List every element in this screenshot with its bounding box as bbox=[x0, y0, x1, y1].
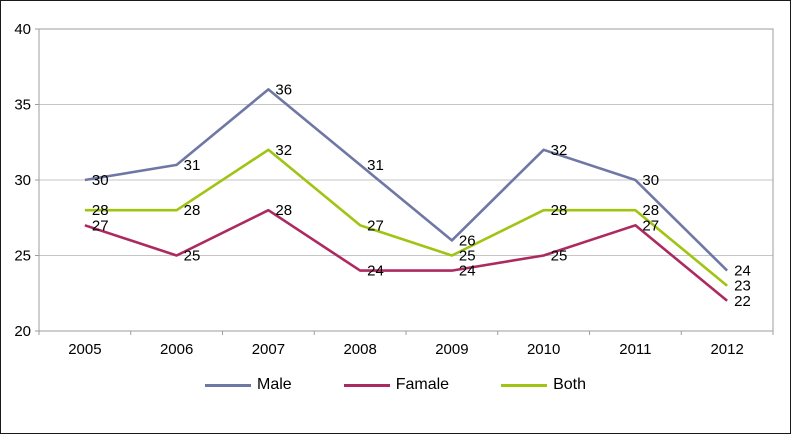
x-tick-label: 2005 bbox=[68, 341, 101, 358]
x-tick-label: 2011 bbox=[619, 341, 651, 358]
data-label-both: 27 bbox=[367, 217, 384, 234]
data-label-famale: 27 bbox=[92, 217, 109, 234]
x-tick-label: 2006 bbox=[160, 341, 193, 358]
data-label-male: 32 bbox=[551, 142, 568, 159]
data-label-both: 28 bbox=[551, 202, 568, 219]
data-label-male: 31 bbox=[184, 157, 201, 174]
x-tick-label: 2008 bbox=[343, 341, 376, 358]
series-line-male bbox=[84, 88, 729, 272]
data-label-male: 30 bbox=[92, 172, 109, 189]
x-tick-label: 2009 bbox=[435, 341, 468, 358]
y-tick-label: 40 bbox=[14, 21, 31, 38]
chart-legend: Male Famale Both bbox=[1, 377, 790, 393]
data-label-both: 25 bbox=[459, 248, 476, 265]
data-label-both: 32 bbox=[275, 142, 292, 159]
data-label-both: 28 bbox=[642, 202, 659, 219]
y-tick-label: 25 bbox=[14, 248, 31, 265]
data-label-famale: 22 bbox=[734, 293, 751, 310]
legend-item-both: Both bbox=[501, 377, 586, 393]
data-label-male: 30 bbox=[642, 172, 659, 189]
y-tick-label: 30 bbox=[14, 172, 31, 189]
legend-line-swatch-both bbox=[501, 383, 548, 387]
data-label-famale: 27 bbox=[642, 217, 659, 234]
data-label-both: 28 bbox=[184, 202, 201, 219]
x-tick-label: 2007 bbox=[252, 341, 285, 358]
legend-label-both: Both bbox=[553, 376, 586, 393]
x-tick-label: 2010 bbox=[527, 341, 560, 358]
series-line-famale bbox=[84, 208, 728, 302]
legend-line-swatch-famale bbox=[343, 383, 390, 387]
data-label-male: 26 bbox=[459, 232, 476, 249]
data-label-male: 31 bbox=[367, 157, 384, 174]
legend-item-male: Male bbox=[205, 377, 292, 393]
series-line-both bbox=[84, 148, 728, 287]
legend-item-famale: Famale bbox=[343, 376, 450, 393]
x-tick-label: 2012 bbox=[710, 341, 743, 358]
legend-label-famale: Famale bbox=[395, 376, 450, 393]
legend-line-swatch-male bbox=[205, 383, 252, 387]
data-label-both: 23 bbox=[734, 278, 751, 295]
data-label-male: 36 bbox=[275, 81, 292, 98]
legend-label-male: Male bbox=[257, 376, 292, 393]
data-label-both: 28 bbox=[92, 202, 109, 219]
y-tick-label: 35 bbox=[14, 97, 31, 114]
data-label-famale: 24 bbox=[459, 263, 476, 280]
data-label-famale: 25 bbox=[551, 248, 568, 265]
data-label-male: 24 bbox=[734, 263, 751, 280]
data-label-famale: 28 bbox=[275, 202, 292, 219]
data-label-famale: 25 bbox=[184, 248, 201, 265]
y-tick-label: 20 bbox=[14, 323, 31, 340]
data-label-famale: 24 bbox=[367, 263, 384, 280]
